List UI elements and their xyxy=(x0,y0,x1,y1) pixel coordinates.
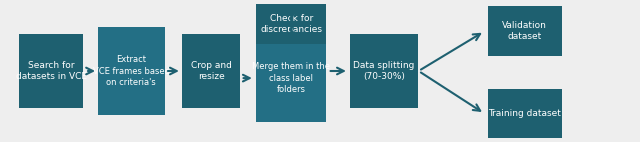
Text: Search for
datasets in VCE: Search for datasets in VCE xyxy=(16,61,86,81)
Text: Data splitting
(70-30%): Data splitting (70-30%) xyxy=(353,61,415,81)
Text: Training dataset: Training dataset xyxy=(488,109,561,118)
FancyBboxPatch shape xyxy=(19,34,83,108)
FancyBboxPatch shape xyxy=(488,6,562,56)
Text: Crop and
resize: Crop and resize xyxy=(191,61,232,81)
Text: Merge them in the
class label
folders: Merge them in the class label folders xyxy=(252,62,330,94)
FancyBboxPatch shape xyxy=(256,4,326,44)
FancyBboxPatch shape xyxy=(182,34,240,108)
FancyBboxPatch shape xyxy=(97,27,165,115)
FancyBboxPatch shape xyxy=(351,34,417,108)
Text: Extract
VCE frames based
on criteria's: Extract VCE frames based on criteria's xyxy=(93,55,170,87)
Text: Validation
dataset: Validation dataset xyxy=(502,21,547,41)
FancyBboxPatch shape xyxy=(256,34,326,122)
FancyBboxPatch shape xyxy=(488,89,562,138)
Text: Check for
discrepancies: Check for discrepancies xyxy=(260,14,322,34)
